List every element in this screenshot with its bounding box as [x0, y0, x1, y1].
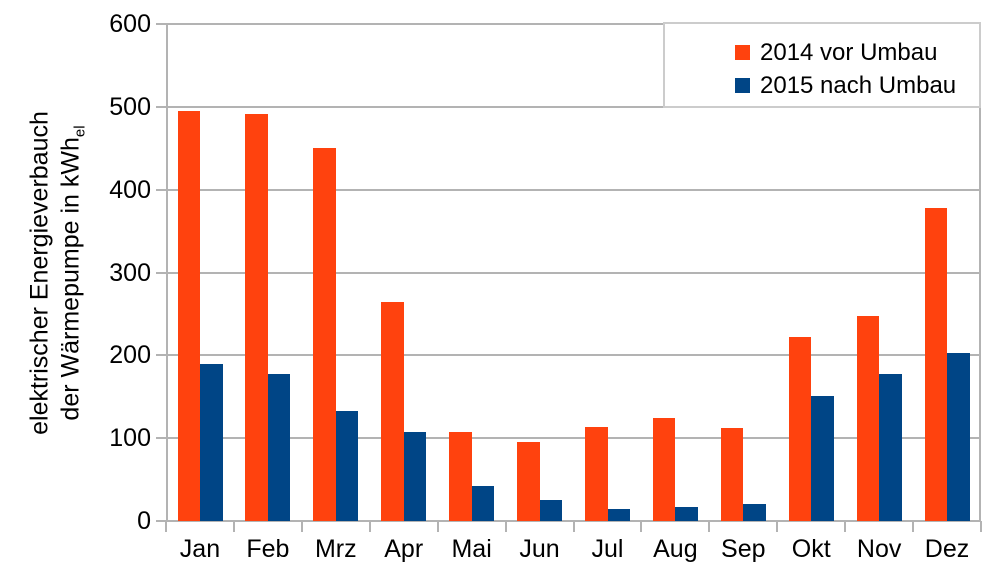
- bar-2014-jul: [585, 427, 608, 521]
- x-axis-label-apr: Apr: [384, 535, 424, 563]
- bar-2015-sep: [743, 504, 766, 521]
- x-tick-10: [844, 521, 846, 532]
- legend-label-2015: 2015 nach Umbau: [760, 71, 957, 99]
- x-tick-7: [640, 521, 642, 532]
- bar-2015-nov: [879, 373, 902, 521]
- bar-2015-mai: [471, 486, 495, 521]
- y-tick-label-100: 100: [109, 424, 151, 452]
- bar-2015-aug: [675, 506, 698, 521]
- y-tick-label-200: 200: [109, 341, 151, 369]
- x-tick-2: [301, 521, 303, 532]
- bar-2015-feb: [267, 373, 291, 521]
- bar-2015-apr: [403, 431, 427, 521]
- gridline-y-600: [166, 23, 981, 25]
- bar-2015-jan: [200, 363, 223, 521]
- y-axis-title-subscript: el: [71, 125, 89, 138]
- bar-2014-jun: [517, 441, 540, 521]
- gridline-y-400: [166, 189, 981, 191]
- x-axis-label-sep: Sep: [721, 535, 766, 563]
- y-tick-label-0: 0: [137, 507, 151, 535]
- bar-2015-jul: [607, 508, 630, 521]
- y-tick-500: [156, 106, 166, 108]
- plot-right-edge: [979, 24, 981, 521]
- y-tick-600: [156, 23, 166, 25]
- bar-2014-apr: [381, 301, 404, 521]
- legend-label-2014: 2014 vor Umbau: [760, 38, 938, 66]
- y-tick-label-400: 400: [109, 176, 151, 204]
- bar-2014-nov: [856, 315, 880, 521]
- y-tick-0: [156, 520, 166, 522]
- bar-2015-mrz: [335, 410, 359, 521]
- y-tick-label-300: 300: [109, 259, 151, 287]
- x-tick-3: [369, 521, 371, 532]
- bar-2014-jan: [177, 111, 200, 521]
- bar-2015-okt: [811, 395, 834, 521]
- bar-2015-dez: [947, 352, 970, 521]
- bar-2014-aug: [652, 418, 676, 521]
- x-axis-label-feb: Feb: [246, 535, 290, 563]
- y-tick-label-600: 600: [109, 10, 151, 38]
- x-axis-label-okt: Okt: [791, 535, 831, 563]
- y-axis-line: [166, 24, 168, 521]
- legend-item-2014: 2014 vor Umbau: [735, 36, 979, 69]
- gridline-y-300: [166, 272, 981, 274]
- x-axis-label-dez: Dez: [924, 535, 970, 563]
- bar-2014-mrz: [313, 148, 336, 522]
- x-axis-label-jun: Jun: [519, 535, 560, 563]
- x-tick-12: [980, 521, 982, 532]
- y-tick-200: [156, 354, 166, 356]
- legend-marker-2015: [735, 78, 750, 93]
- gridline-y-100: [166, 437, 981, 439]
- x-tick-1: [233, 521, 235, 532]
- x-tick-5: [505, 521, 507, 532]
- x-axis-label-mai: Mai: [451, 535, 492, 563]
- x-axis-label-aug: Aug: [653, 535, 698, 563]
- x-tick-11: [912, 521, 914, 532]
- legend-item-2015: 2015 nach Umbau: [735, 69, 979, 102]
- x-tick-4: [437, 521, 439, 532]
- bar-2014-sep: [720, 428, 744, 521]
- bar-2014-feb: [245, 114, 268, 521]
- x-axis-label-nov: Nov: [856, 535, 902, 563]
- bar-2015-jun: [539, 500, 562, 521]
- x-axis-label-jan: Jan: [179, 535, 221, 563]
- gridline-y-500: [166, 106, 981, 108]
- y-tick-300: [156, 272, 166, 274]
- gridline-y-200: [166, 354, 981, 356]
- bar-2014-dez: [924, 207, 947, 521]
- x-axis-label-jul: Jul: [591, 535, 624, 563]
- y-tick-label-500: 500: [109, 93, 151, 121]
- y-tick-400: [156, 189, 166, 191]
- legend: 2014 vor Umbau 2015 nach Umbau: [663, 22, 981, 108]
- bar-2014-okt: [788, 337, 812, 521]
- legend-marker-2014: [735, 45, 750, 60]
- x-tick-8: [708, 521, 710, 532]
- x-tick-9: [776, 521, 778, 532]
- x-tick-6: [573, 521, 575, 532]
- x-axis-label-mrz: Mrz: [314, 535, 357, 563]
- bar-2014-mai: [449, 432, 472, 521]
- x-tick-0: [165, 521, 167, 532]
- y-tick-100: [156, 437, 166, 439]
